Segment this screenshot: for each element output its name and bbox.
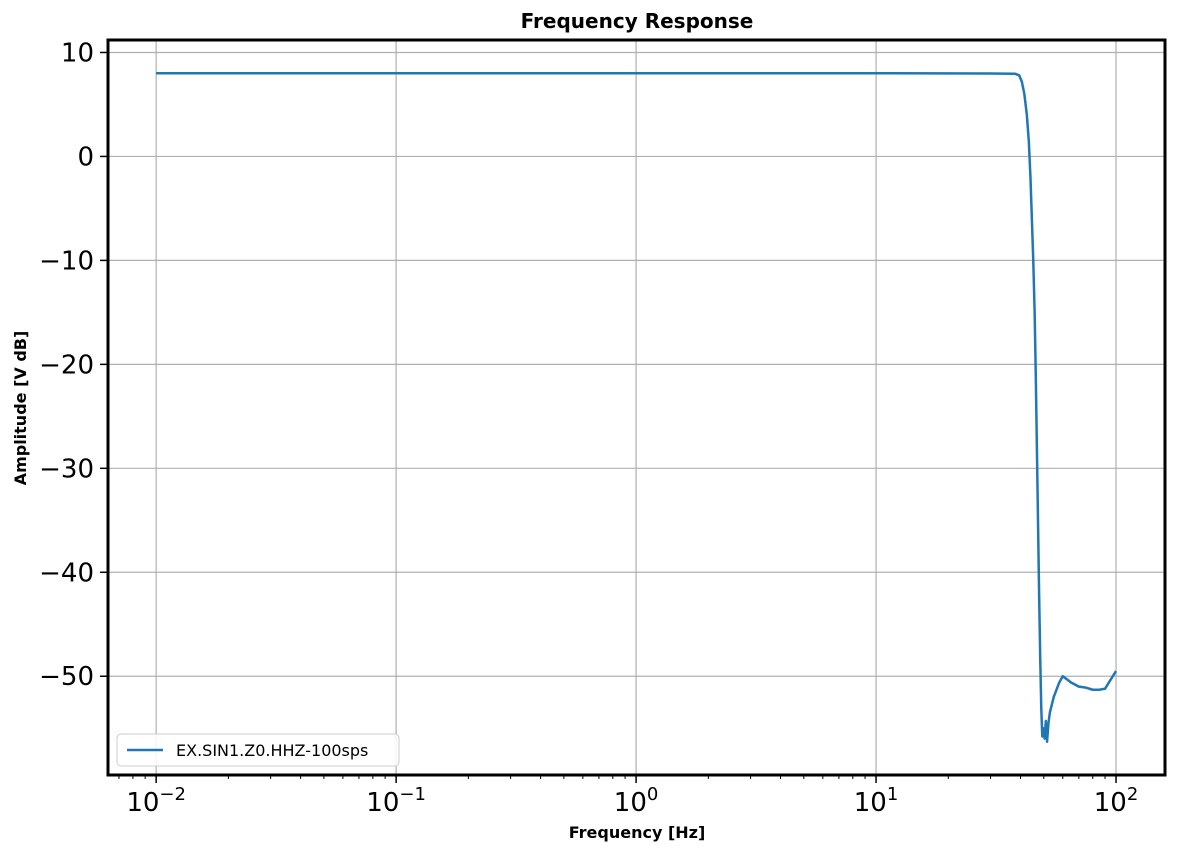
x-tick-label-base: 10 [854,788,887,818]
y-tick-label: −40 [39,558,94,588]
x-tick-label: 102 [1094,784,1139,818]
y-tick-label: −50 [39,662,94,692]
legend-box [116,733,400,767]
minor-ticks [118,775,1106,779]
x-tick-label-base: 10 [614,788,647,818]
x-tick-label-base: 10 [366,788,399,818]
y-tick-label: 10 [61,38,94,68]
legend: EX.SIN1.Z0.HHZ-100sps [116,733,400,767]
y-tick-label: −10 [39,246,94,276]
y-tick-label: −30 [39,454,94,484]
legend-label: EX.SIN1.Z0.HHZ-100sps [176,741,368,760]
x-tick-label: 10−1 [366,784,426,818]
grid [108,40,1165,775]
x-tick-label-exponent: −1 [399,784,426,805]
series-line [156,72,1118,743]
x-tick-label: 10−2 [126,784,186,818]
x-tick-label: 101 [854,784,899,818]
x-tick-label-base: 10 [126,788,159,818]
y-axis-label: Amplitude [V dB] [11,331,30,486]
plot-frame [106,38,1167,777]
chart-title: Frequency Response [521,9,754,33]
y-axis-ticks: 10 0 −10 −20 −30 −40 −50 [39,38,108,692]
x-tick-label: 100 [614,784,659,818]
x-tick-label-exponent: 1 [887,784,898,805]
x-tick-label-exponent: −2 [159,784,186,805]
y-tick-label: 0 [77,142,94,172]
x-axis-label: Frequency [Hz] [569,823,706,842]
y-tick-label: −20 [39,350,94,380]
x-tick-label-exponent: 0 [647,784,658,805]
x-tick-label-base: 10 [1094,788,1127,818]
x-axis-ticks: 10−2 10−1 100 101 102 [126,775,1138,818]
series-layer [156,72,1118,743]
x-tick-label-exponent: 2 [1127,784,1138,805]
